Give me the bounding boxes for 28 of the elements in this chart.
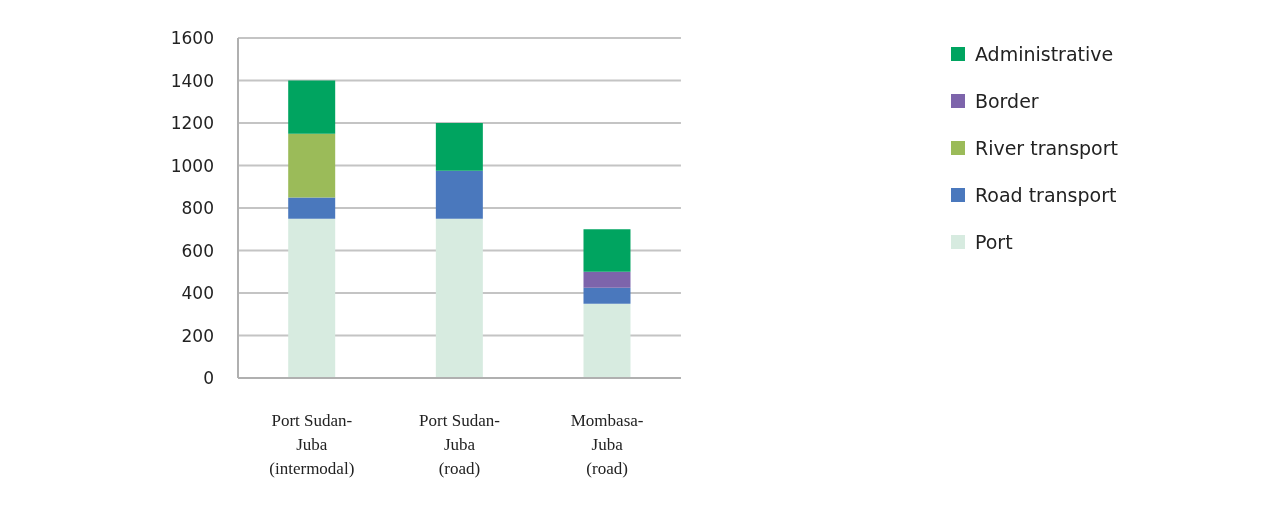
- legend-label: River transport: [974, 136, 1118, 159]
- legend-label: Road transport: [974, 183, 1117, 206]
- y-tick-label: 1000: [170, 155, 214, 176]
- bar: [583, 287, 631, 304]
- bar: [288, 133, 336, 198]
- bar: [583, 229, 631, 272]
- legend-label: Border: [974, 89, 1039, 112]
- bar: [288, 80, 336, 134]
- bar: [435, 218, 483, 378]
- y-tick-label: 1200: [170, 113, 214, 134]
- y-tick-label: 800: [181, 198, 214, 219]
- x-tick-label: Port Sudan- Juba (intermodal): [269, 411, 355, 478]
- bar: [435, 123, 483, 171]
- y-tick-label: 600: [181, 240, 214, 261]
- x-tick-label: Port Sudan- Juba (road): [419, 411, 501, 478]
- bar: [288, 218, 336, 378]
- bar: [583, 271, 631, 288]
- y-tick-label: 200: [181, 325, 214, 346]
- legend-label: Administrative: [974, 42, 1114, 65]
- y-tick-label: 400: [181, 283, 214, 304]
- y-tick-label: 0: [203, 368, 214, 389]
- bar: [288, 197, 336, 219]
- bar: [583, 303, 631, 378]
- y-tick-label: 1400: [170, 70, 214, 91]
- bar: [435, 170, 483, 219]
- legend-label: Port: [974, 230, 1013, 253]
- x-tick-label: Mombasa- Juba (road): [570, 411, 644, 478]
- y-tick-label: 1600: [170, 28, 214, 49]
